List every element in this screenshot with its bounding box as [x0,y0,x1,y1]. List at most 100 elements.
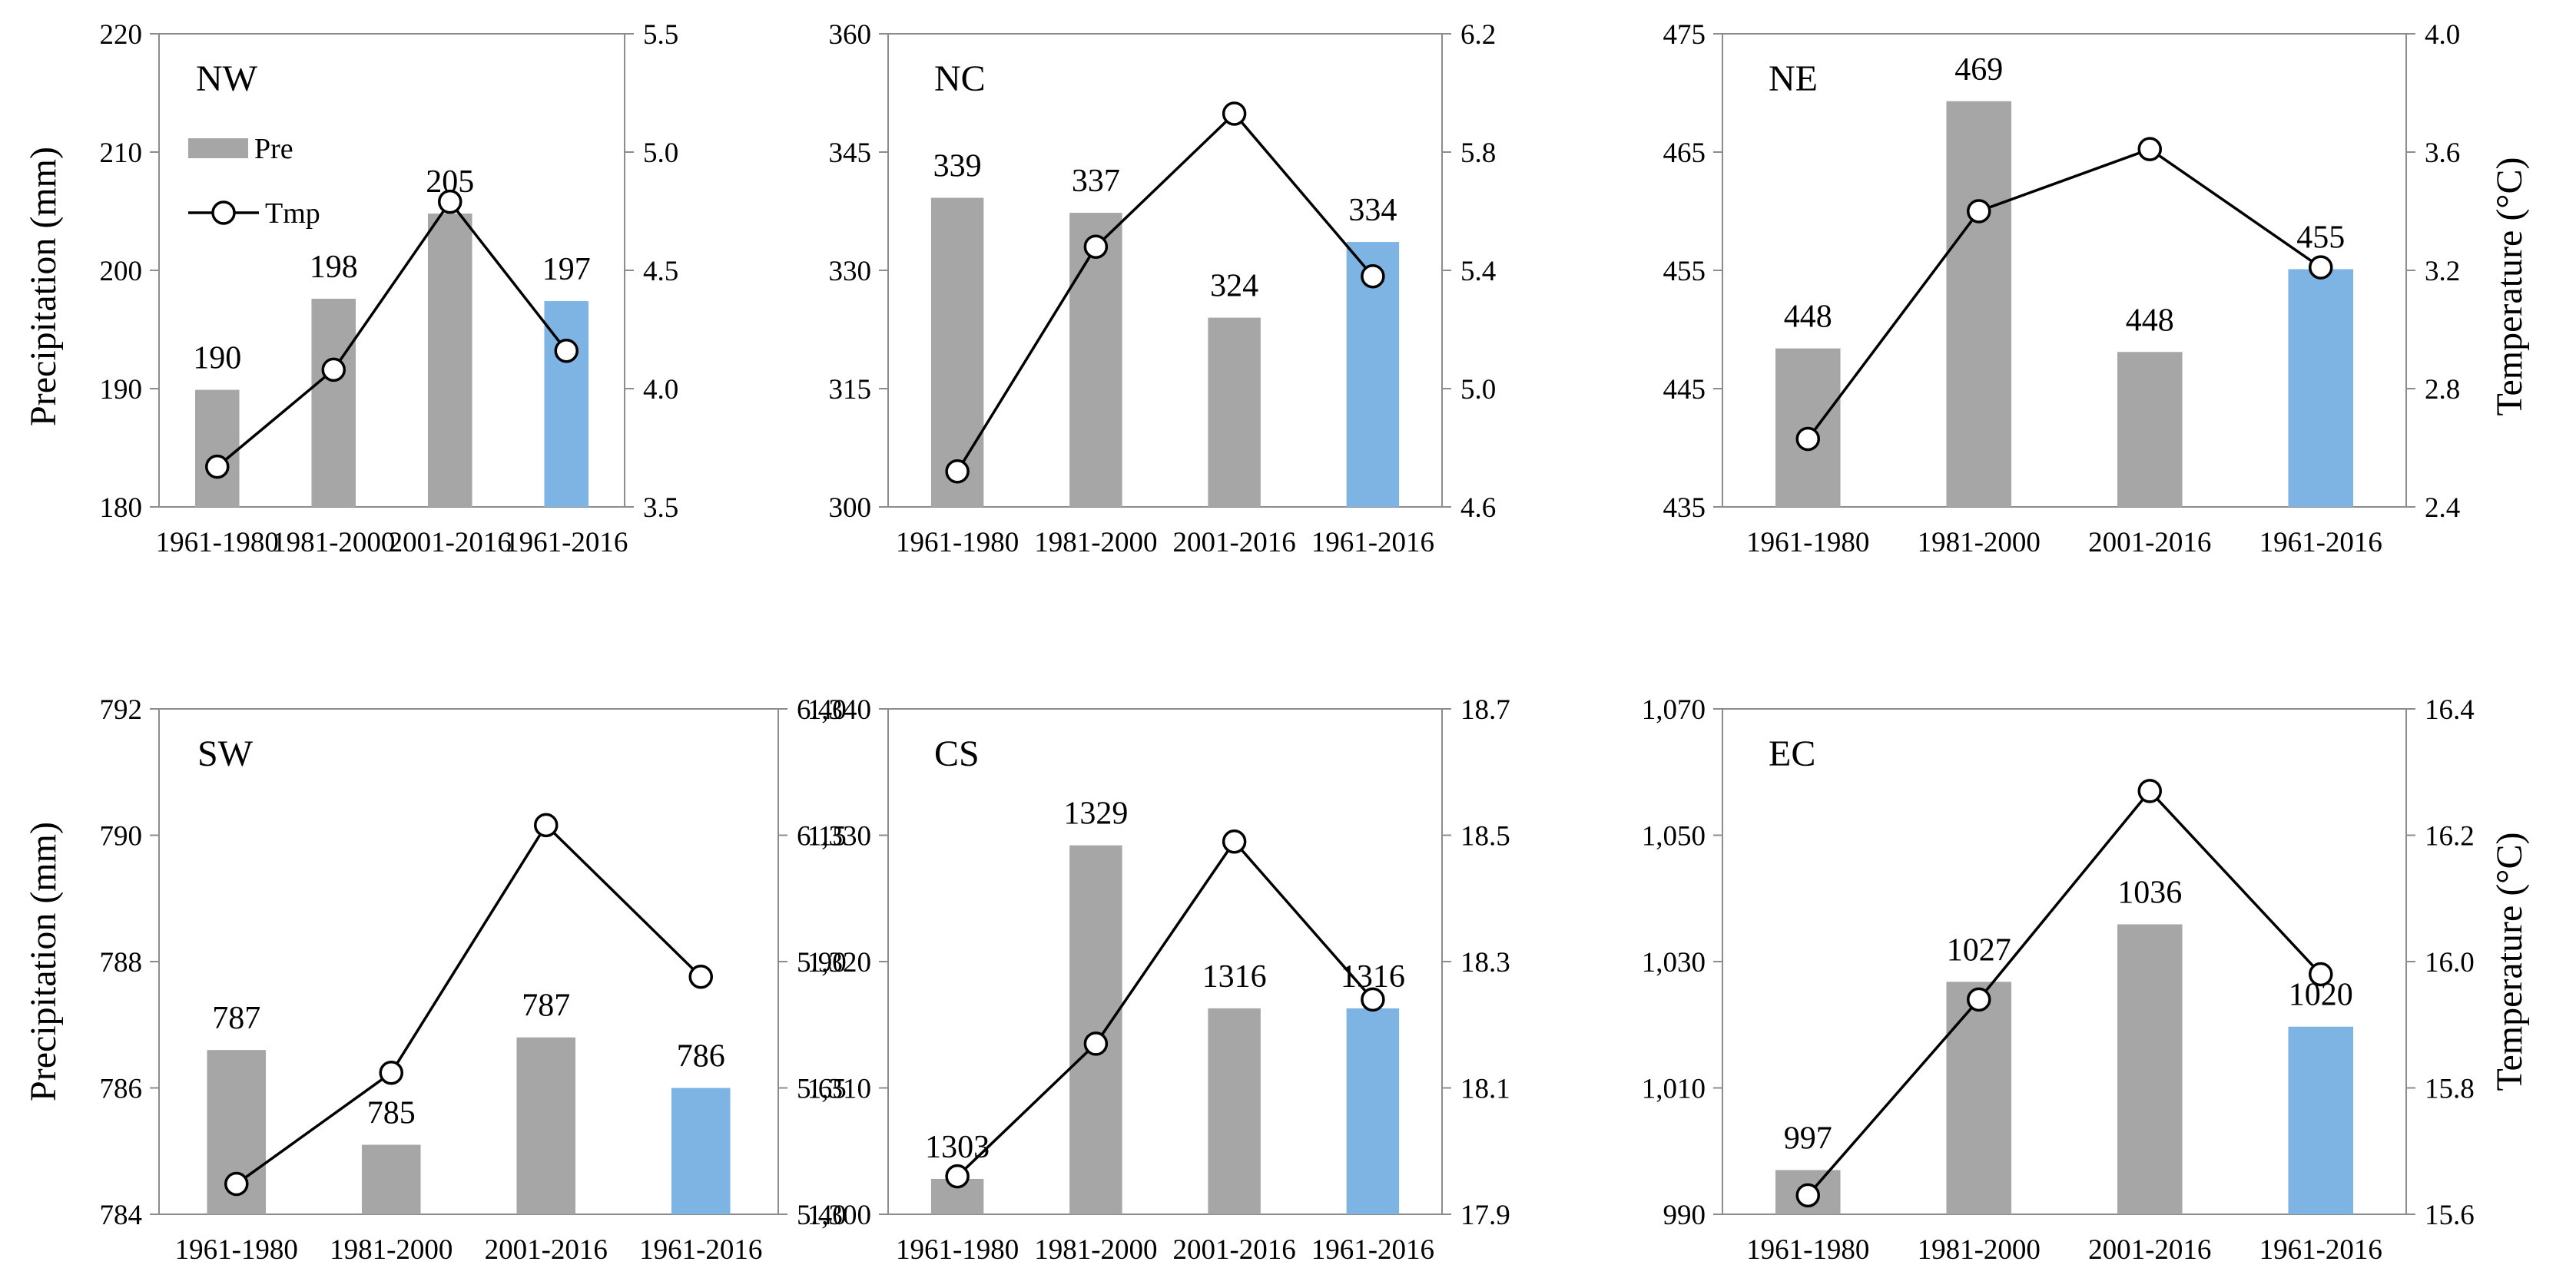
bar [1069,213,1122,507]
bar-value-label: 787 [212,1001,260,1036]
bar [361,1144,421,1214]
right-tick-label: 3.6 [2425,137,2460,169]
panels: 1801902002102203.54.04.55.05.51901982051… [100,19,2475,1266]
right-tick-label: 4.0 [643,374,678,406]
left-tick-label: 210 [100,137,143,169]
legend-tmp-marker [211,200,236,225]
temperature-point [224,1171,249,1197]
temperature-point [1795,426,1820,452]
left-tick-label: 200 [100,256,143,287]
panel-ec: 990 1,010 1,030 1,050 1,070 15.6 15.8 16.0 16.2 1… [1642,694,2475,1266]
panel-nc: 300 315 330 345 360 4.6 5.0 5.4 5.8 6.2 339 337 324 3… [829,19,1497,558]
right-tick-label: 17.9 [1460,1200,1510,1231]
left-tick-label: 788 [100,947,143,978]
right-tick-label: 5.65 [797,1074,847,1105]
temperature-point [534,813,559,838]
left-tick-label: 1,030 [1642,947,1706,978]
temperature-line [956,839,1374,1177]
bar [1208,1008,1261,1214]
right-tick-label: 18.7 [1460,694,1510,726]
left-tick-label: 792 [100,694,143,726]
bar [427,214,472,507]
bar [2117,352,2183,507]
category-label: 1981-2000 [1034,1234,1157,1266]
category-label: 1981-2000 [1034,527,1157,558]
category-label: 1961-2016 [1311,1234,1434,1266]
bar-value-label: 787 [522,988,570,1024]
right-tick-label: 18.3 [1460,947,1510,978]
bar-value-label: 198 [310,250,358,285]
temperature-line [1806,147,2322,440]
right-tick-label: 3.2 [2425,256,2460,287]
left-tick-label: 315 [829,374,872,406]
panel-title: SW [197,733,254,774]
category-label: 1961-2016 [505,527,628,558]
bar [2288,1026,2354,1214]
bar-value-label: 334 [1348,193,1397,228]
left-tick-label: 790 [100,821,143,853]
temperature-line [1806,789,2322,1197]
bar-value-label: 197 [542,252,591,287]
left-tick-label: 360 [829,19,872,51]
category-label: 1961-1980 [1746,1234,1869,1266]
temperature-point [321,357,346,382]
category-label: 2001-2016 [2088,527,2211,558]
category-label: 1961-1980 [1746,527,1869,558]
bar [671,1088,731,1214]
right-tick-label: 2.4 [2425,492,2460,524]
temperature-line [235,823,702,1185]
right-tick-label: 16.2 [2425,821,2475,853]
left-tick-label: 345 [829,137,872,169]
bar [194,389,240,507]
temperature-line [956,111,1374,472]
temperature-point [554,338,579,363]
bar-value-label: 324 [1210,269,1258,304]
temperature-point [1083,234,1109,259]
left-tick-label: 786 [100,1074,143,1105]
left-tick-label: 300 [829,492,872,524]
panel-title: NE [1769,58,1818,99]
temperature-point [379,1061,403,1085]
category-label: 1961-2016 [1311,527,1434,558]
right-tick-label: 18.5 [1460,821,1510,853]
category-label: 2001-2016 [1172,527,1295,558]
legend-tmp-label: Tmp [265,197,320,230]
bar [1208,317,1261,507]
left-tick-label: 1,330 [807,821,871,853]
category-label: 1961-2016 [2259,1234,2382,1266]
left-tick-label: 1,010 [1642,1074,1706,1105]
bar [516,1037,576,1214]
left-tick-label: 1,050 [1642,821,1706,853]
bar [2117,924,2183,1214]
category-label: 1961-1980 [156,527,279,558]
category-label: 1961-2016 [2259,527,2382,558]
bar-value-label: 448 [2126,303,2174,338]
temperature-point [2309,962,2333,987]
temperature-line [216,199,568,468]
temperature-point [1083,1031,1109,1056]
temperature-point [2137,779,2162,803]
right-axis-title-top: Temperature (°C) [2489,157,2530,416]
panel-cs: 1,300 1,310 1,320 1,330 1,340 17.9 18.1 18.3 18.… [807,694,1510,1266]
temperature-point [1967,199,1991,223]
right-tick-label: 6.2 [1460,19,1496,51]
bar-value-label: 785 [367,1096,416,1131]
bar-value-label: 786 [677,1039,725,1074]
right-tick-label: 15.8 [2425,1074,2475,1105]
right-tick-label: 5.5 [643,19,678,51]
left-tick-label: 330 [829,256,872,287]
category-label: 2001-2016 [389,527,512,558]
legend-pre-swatch [188,138,248,158]
right-tick-label: 4.5 [643,256,678,287]
category-label: 1981-2000 [1918,1234,2041,1266]
temperature-point [1361,263,1385,289]
right-tick-label: 6.40 [797,694,847,726]
temperature-point [1222,829,1247,854]
panel-title: NW [196,58,258,99]
temperature-point [945,1164,970,1189]
left-tick-label: 475 [1663,19,1706,51]
left-tick-label: 1,070 [1642,694,1706,726]
panel-ne: 435 445 455 465 475 2.4 2.8 3.2 3.6 4.0 448 469 448 4… [1663,19,2461,558]
panel-sw: 784 786 788 790 792 5.40 5.65 5.90 6.15 6.40 787 78… [100,694,847,1266]
